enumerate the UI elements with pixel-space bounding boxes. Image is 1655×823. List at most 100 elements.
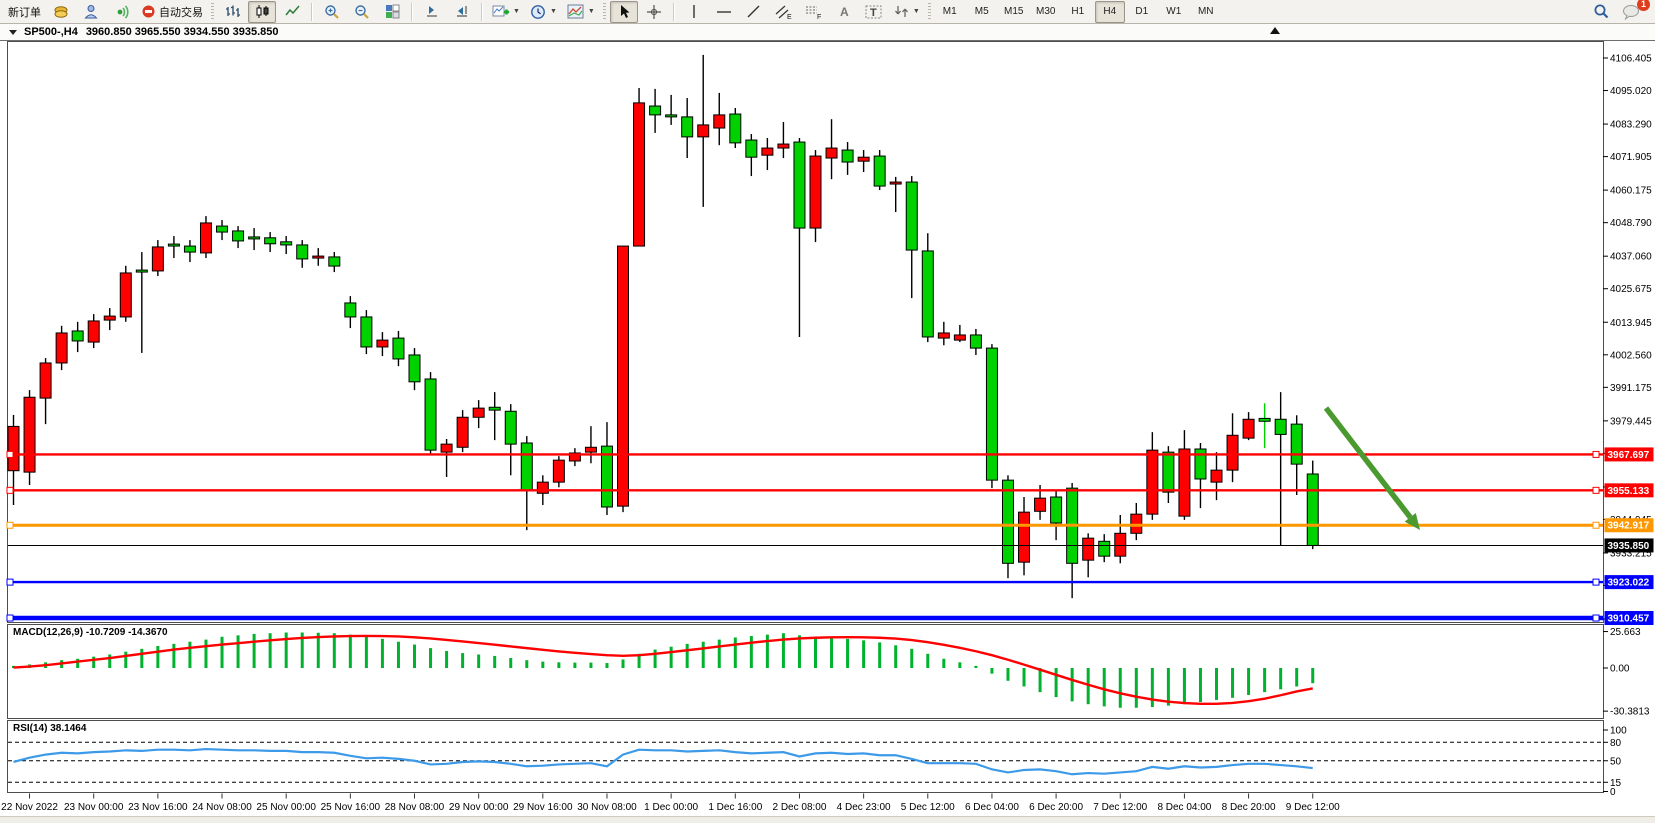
candle: [697, 124, 710, 138]
autotrading-button[interactable]: 自动交易: [137, 1, 207, 23]
candle: [552, 459, 565, 483]
bar-chart-button[interactable]: [218, 1, 246, 23]
zoom-in-button[interactable]: [318, 1, 346, 23]
line-handle[interactable]: [6, 614, 14, 622]
cursor-button[interactable]: [609, 0, 638, 23]
dropdown-arrow-icon: ▼: [549, 8, 557, 15]
timeframe-w1[interactable]: W1: [1166, 6, 1182, 17]
market-watch-icon[interactable]: [47, 1, 75, 23]
price-level-label-box: [1604, 538, 1654, 553]
expert-person-icon: [83, 5, 98, 19]
main-chart-panel[interactable]: [7, 41, 1604, 623]
zoom-in-icon: [325, 4, 339, 19]
candle: [633, 102, 646, 247]
tile-windows-button[interactable]: [378, 1, 406, 23]
notifications-button[interactable]: 1: [1617, 0, 1650, 23]
candle: [232, 230, 245, 242]
chart-shift-button[interactable]: [448, 1, 476, 23]
trendline-button[interactable]: [740, 1, 768, 23]
trend-arrow-shaft[interactable]: [1323, 406, 1413, 520]
trend-arrow-head[interactable]: [1404, 513, 1420, 530]
timeframe-m15[interactable]: M15: [1004, 6, 1024, 17]
candle: [1226, 434, 1239, 471]
arrows-button[interactable]: ▼: [890, 1, 924, 23]
equidistant-channel-button[interactable]: E: [770, 1, 798, 23]
time-tick-label: 1 Dec 00:00: [644, 802, 698, 813]
channel-icon: E: [775, 5, 792, 20]
expert-advisors-button[interactable]: [77, 1, 105, 23]
svg-text:F: F: [817, 14, 821, 20]
line-handle[interactable]: [1592, 521, 1600, 529]
auto-scroll-button[interactable]: [418, 1, 446, 23]
candle: [777, 143, 790, 149]
line-handle[interactable]: [6, 450, 14, 458]
candle: [440, 443, 453, 453]
timeframe-m5[interactable]: M5: [974, 6, 989, 17]
timeframe-m1[interactable]: M1: [942, 6, 957, 17]
price-tick-label: 4095.020: [1610, 86, 1652, 97]
one-click-trading-toggle-icon[interactable]: [9, 29, 17, 35]
candlestick-chart-button[interactable]: [248, 0, 276, 23]
candle: [1001, 479, 1014, 564]
time-tick-label: 30 Nov 08:00: [577, 802, 637, 813]
cursor-arrow-icon: [620, 5, 630, 18]
candle: [1306, 473, 1319, 546]
signals-button[interactable]: [107, 1, 135, 23]
price-level-label: 3935.850: [1608, 541, 1650, 552]
price-tick-label: 4025.675: [1610, 284, 1652, 295]
auto-scroll-icon: [426, 6, 437, 17]
templates-button[interactable]: ▼: [563, 1, 599, 23]
timeframe-h4[interactable]: H4: [1094, 0, 1125, 23]
chart-ohlc-values: 3960.850 3965.550 3934.550 3935.850: [85, 26, 279, 38]
line-handle[interactable]: [1592, 614, 1600, 622]
candle: [649, 105, 662, 116]
zoom-out-button[interactable]: [348, 1, 376, 23]
periods-button[interactable]: ▼: [526, 1, 561, 23]
candle: [424, 378, 437, 451]
timeframe-m30[interactable]: M30: [1036, 6, 1056, 17]
rsi-panel[interactable]: [7, 720, 1604, 793]
candle: [985, 347, 998, 481]
new-order-button[interactable]: 新订单: [4, 1, 45, 23]
line-handle[interactable]: [6, 521, 14, 529]
text-button[interactable]: A: [830, 1, 858, 23]
candle: [103, 315, 116, 321]
timeframe-d1[interactable]: D1: [1135, 6, 1149, 17]
macd-tick-label: 25.663: [1610, 627, 1641, 638]
price-level-label-box: [1604, 575, 1654, 590]
candle: [248, 236, 261, 240]
toolbar-separator: [481, 2, 483, 21]
macd-tick-label: -30.3813: [1610, 707, 1650, 718]
line-handle[interactable]: [1592, 578, 1600, 586]
line-chart-icon: [284, 5, 300, 16]
svg-text:A: A: [840, 5, 849, 19]
crosshair-button[interactable]: [640, 1, 668, 23]
macd-label: MACD(12,26,9) -10.7209 -14.3670: [13, 627, 168, 638]
toolbar-separator: [311, 2, 313, 21]
search-button[interactable]: [1587, 1, 1615, 23]
line-handle[interactable]: [1592, 450, 1600, 458]
candle: [1034, 497, 1047, 512]
time-tick-label: 25 Nov 16:00: [321, 802, 381, 813]
tile-windows-icon: [385, 4, 399, 19]
candle: [504, 410, 517, 445]
time-tick-label: 8 Dec 04:00: [1157, 802, 1211, 813]
horizontal-line-button[interactable]: [710, 1, 738, 23]
line-chart-button[interactable]: [278, 1, 306, 23]
macd-tick-label: 0.00: [1610, 664, 1630, 675]
fibonacci-button[interactable]: F: [800, 1, 828, 23]
text-label-button[interactable]: T: [860, 1, 888, 23]
toolbar-grip: [211, 2, 214, 21]
candle: [280, 241, 293, 246]
candle: [617, 245, 630, 507]
vertical-line-button[interactable]: [680, 1, 708, 23]
autotrading-label: 自动交易: [159, 6, 203, 19]
add-indicator-button[interactable]: ▼: [488, 1, 524, 23]
line-handle[interactable]: [6, 486, 14, 494]
timeframe-mn[interactable]: MN: [1197, 6, 1214, 17]
price-level-label: 3955.133: [1608, 486, 1650, 497]
timeframe-h1[interactable]: H1: [1071, 6, 1085, 17]
line-handle[interactable]: [6, 578, 14, 586]
line-handle[interactable]: [1592, 486, 1600, 494]
